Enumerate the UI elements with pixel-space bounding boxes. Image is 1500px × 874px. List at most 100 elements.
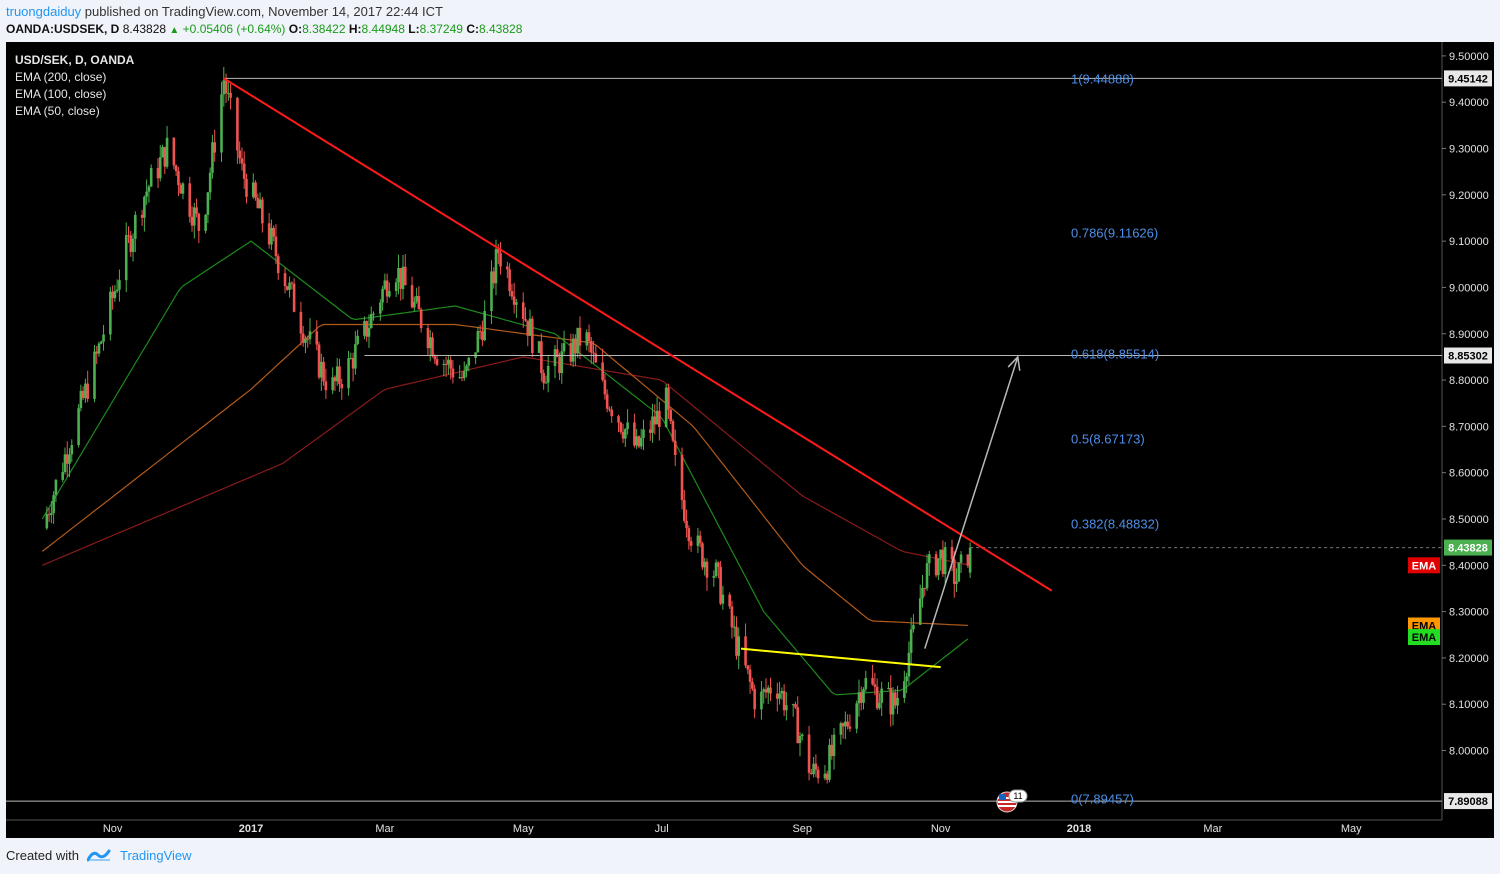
trend-line[interactable]: [223, 77, 1053, 592]
candle: [766, 685, 770, 705]
candle-body: [356, 335, 359, 345]
candle-body: [576, 327, 579, 354]
candle-body: [769, 687, 772, 694]
candle: [528, 309, 532, 336]
candle: [896, 685, 899, 714]
candle: [841, 722, 845, 739]
candle-body: [873, 684, 877, 687]
candle-body: [667, 387, 670, 410]
candle: [84, 378, 87, 403]
candle: [903, 670, 906, 703]
candle-body: [163, 147, 167, 167]
candle: [605, 389, 609, 413]
candle-body: [846, 721, 849, 727]
candle-body: [134, 214, 137, 239]
candle: [467, 356, 471, 372]
candle-body: [635, 436, 638, 446]
candle-body: [272, 227, 275, 237]
candle-body: [555, 349, 559, 358]
candle-body: [84, 383, 87, 398]
candle: [494, 239, 498, 296]
price-label-bg: [1444, 347, 1492, 364]
candle-body: [589, 341, 593, 353]
candle: [340, 378, 344, 400]
candle-body: [633, 422, 636, 446]
candle: [124, 222, 128, 293]
time-axis[interactable]: Nov 2017 Mar May Jul Sep Nov 2018 Mar May: [103, 823, 1362, 835]
time-tick-label: Nov: [103, 823, 123, 835]
candle-body: [714, 562, 718, 576]
candle-body: [751, 681, 754, 689]
candle: [651, 403, 654, 443]
candle: [52, 491, 55, 524]
candle: [399, 267, 403, 301]
candle-body: [912, 624, 915, 630]
candle: [227, 80, 230, 101]
candle: [65, 441, 69, 478]
candle-body: [921, 587, 924, 599]
candle-body: [748, 669, 752, 682]
candle: [211, 134, 214, 179]
candle-body: [560, 351, 564, 374]
candle: [478, 324, 482, 340]
candle-body: [93, 351, 96, 399]
candle-body: [585, 332, 589, 346]
candle-body: [928, 554, 931, 564]
candle-body: [97, 343, 101, 354]
candle: [589, 336, 593, 364]
candle-body: [732, 626, 736, 628]
candle: [379, 299, 382, 321]
candle-body: [712, 575, 716, 578]
candle: [354, 331, 357, 375]
chart-frame[interactable]: [6, 42, 1494, 838]
candle: [828, 738, 831, 783]
legend-ema200[interactable]: EMA (200, close): [15, 70, 107, 84]
candle-body: [728, 594, 731, 607]
candle-body: [664, 387, 668, 428]
candle-body: [267, 223, 271, 245]
candle-body: [204, 214, 207, 231]
candle-body: [844, 721, 847, 727]
price-axis[interactable]: 9.50000 9.40000 9.30000 9.20000 9.10000 9.000…: [1442, 51, 1489, 758]
candle: [242, 151, 246, 189]
price-label-bg: [1444, 539, 1492, 556]
us-flag-event-icon[interactable]: 11: [996, 789, 1028, 813]
candle: [465, 364, 468, 378]
candle-body: [158, 157, 162, 179]
candle: [410, 276, 414, 309]
candle: [317, 341, 321, 380]
legend-ema100[interactable]: EMA (100, close): [15, 87, 107, 101]
candle: [633, 413, 636, 448]
candle-body: [340, 384, 344, 389]
chart-legend: USD/SEK, D, OANDA EMA (200, close) EMA (…: [15, 52, 134, 120]
candle-body: [871, 677, 874, 685]
candle: [347, 350, 350, 396]
legend-ema50[interactable]: EMA (50, close): [15, 104, 100, 118]
candle-body: [145, 191, 148, 197]
candle-body: [959, 554, 963, 563]
candle: [315, 320, 319, 351]
candle: [680, 447, 684, 510]
projection-arrow[interactable]: [924, 355, 1021, 649]
candle-body: [828, 744, 831, 780]
candle: [735, 616, 738, 660]
candle: [147, 184, 151, 203]
candle-body: [61, 472, 65, 480]
candle: [893, 689, 897, 709]
price-tick-label: 8.30000: [1449, 607, 1489, 619]
candle-body: [653, 416, 657, 425]
drawings[interactable]: [6, 77, 1442, 802]
candle-body: [658, 410, 661, 428]
candle: [637, 435, 641, 449]
candle-body: [428, 337, 432, 349]
author-link[interactable]: truongdaiduy: [6, 4, 82, 19]
neckline[interactable]: [740, 647, 941, 669]
candle-body: [129, 235, 133, 252]
tradingview-link[interactable]: TradingView: [120, 848, 192, 863]
price-tick-label: 8.00000: [1449, 746, 1489, 758]
candle: [780, 687, 784, 700]
candle: [785, 692, 788, 721]
candle: [928, 550, 931, 576]
candle: [481, 320, 484, 347]
